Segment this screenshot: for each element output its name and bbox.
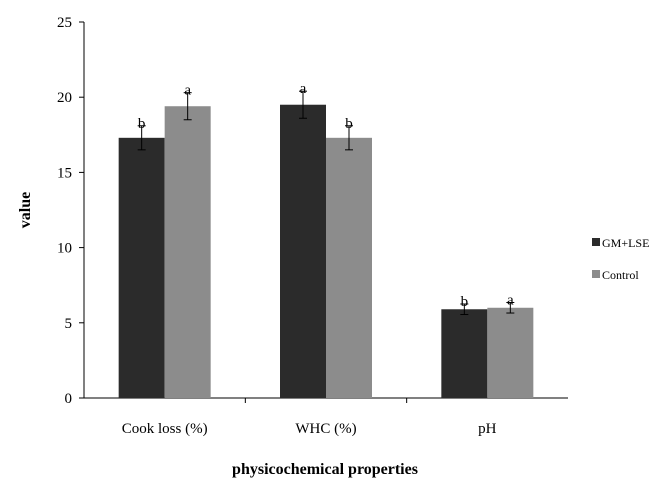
x-category-labels: Cook loss (%) WHC (%) pH — [122, 398, 497, 437]
bar-gm-lse — [118, 137, 165, 399]
bars — [118, 104, 534, 399]
legend-swatch — [592, 238, 600, 246]
x-category-label: WHC (%) — [295, 421, 356, 437]
data-labels: b a a b b a — [138, 81, 514, 310]
significance-letter: b — [138, 116, 146, 132]
legend-swatch — [592, 270, 600, 278]
bar-control — [326, 137, 372, 399]
significance-letter: a — [184, 83, 191, 99]
bar-gm-lse — [280, 104, 326, 398]
error-bars — [137, 90, 515, 316]
bar-control — [487, 307, 534, 398]
legend: GM+LSE Control — [592, 236, 649, 282]
significance-letter: b — [345, 116, 353, 132]
significance-letter: a — [300, 81, 307, 97]
x-category-label: Cook loss (%) — [122, 421, 208, 437]
significance-letter: b — [461, 294, 469, 310]
y-tick-label: 20 — [57, 90, 72, 106]
y-axis-title: value — [17, 192, 34, 228]
y-tick-label: 15 — [57, 165, 72, 181]
y-tick-label: 25 — [57, 15, 72, 31]
legend-label: GM+LSE — [602, 236, 649, 250]
legend-label: Control — [602, 268, 639, 282]
bar-gm-lse — [441, 309, 488, 398]
y-tick-label: 0 — [65, 391, 73, 407]
y-tick-label: 10 — [57, 241, 72, 257]
bar-control — [164, 106, 211, 398]
y-tick-label: 5 — [65, 316, 73, 332]
x-category-label: pH — [478, 421, 497, 437]
x-axis-title: physicochemical properties — [232, 461, 418, 478]
significance-letter: a — [507, 292, 514, 308]
y-ticks: 0 5 10 15 20 25 — [57, 15, 84, 407]
